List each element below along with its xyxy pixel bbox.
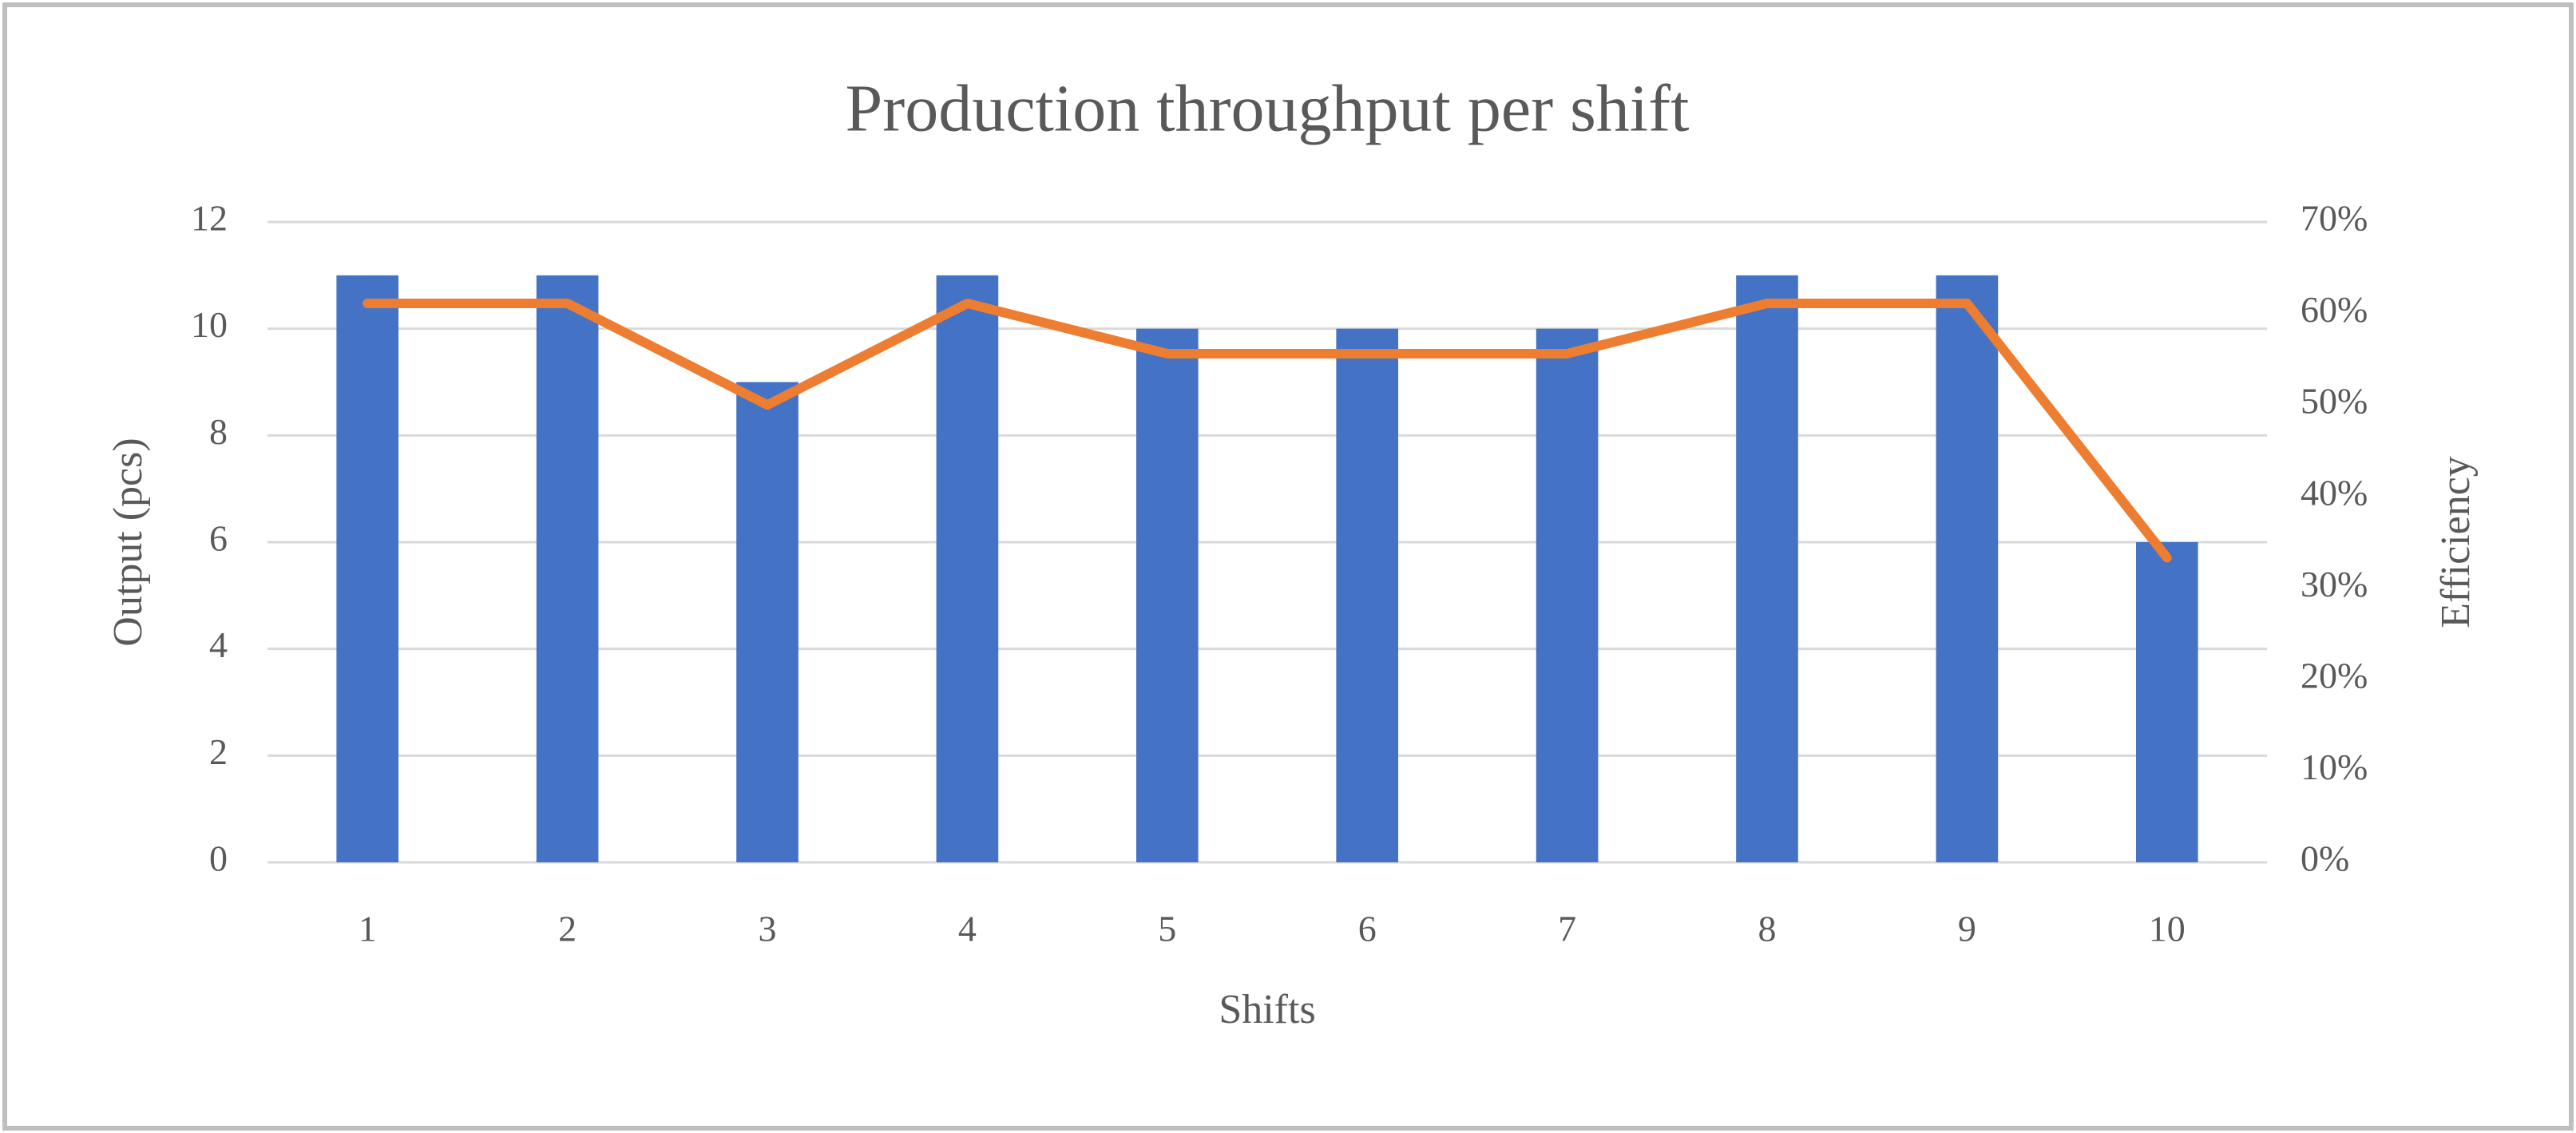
x-tick-label: 6 bbox=[1358, 909, 1377, 949]
y-tick-label: 10 bbox=[191, 304, 228, 345]
bar bbox=[2135, 542, 2198, 862]
x-axis-label: Shifts bbox=[1219, 987, 1315, 1032]
x-tick-label: 3 bbox=[759, 909, 777, 949]
y-tick-label: 12 bbox=[191, 198, 228, 239]
bar bbox=[1336, 328, 1399, 863]
x-tick-label: 9 bbox=[1958, 909, 1976, 949]
x-tick-label: 10 bbox=[2149, 909, 2186, 949]
line bbox=[363, 298, 2172, 563]
bar bbox=[1135, 328, 1199, 863]
x-tick-label: 7 bbox=[1558, 909, 1576, 949]
bar bbox=[1736, 275, 1798, 862]
y2-tick-label: 40% bbox=[2301, 472, 2368, 513]
y-axis-label: Output (pcs) bbox=[105, 438, 151, 646]
y2-tick-label: 30% bbox=[2301, 564, 2368, 604]
y2-tick-label: 20% bbox=[2301, 655, 2368, 695]
x-tick-label: 8 bbox=[1758, 909, 1777, 949]
y2-tick-label: 70% bbox=[2301, 198, 2368, 239]
y2-axis-label: Efficiency bbox=[2433, 456, 2479, 628]
y-tick-label: 0 bbox=[209, 838, 228, 879]
y-tick-label: 8 bbox=[209, 411, 228, 452]
y2-tick-label: 10% bbox=[2301, 747, 2368, 787]
chart-title: Production throughput per shift bbox=[846, 71, 1690, 145]
bar bbox=[1936, 275, 1999, 862]
x-tick-label: 2 bbox=[558, 909, 577, 949]
x-tick-label: 5 bbox=[1158, 909, 1176, 949]
bar bbox=[736, 382, 799, 862]
bar bbox=[336, 275, 399, 862]
y2-tick-label: 60% bbox=[2301, 289, 2368, 330]
bar bbox=[1536, 328, 1599, 863]
y2-tick-label: 50% bbox=[2301, 381, 2368, 422]
y-tick-label: 6 bbox=[209, 518, 228, 559]
y-tick-label: 2 bbox=[209, 731, 228, 772]
bar bbox=[936, 275, 999, 862]
bar bbox=[536, 275, 599, 862]
y2-tick-label: 0% bbox=[2301, 838, 2349, 879]
y-tick-label: 4 bbox=[209, 624, 228, 665]
x-tick-label: 4 bbox=[958, 909, 977, 949]
x-tick-label: 1 bbox=[359, 909, 377, 949]
